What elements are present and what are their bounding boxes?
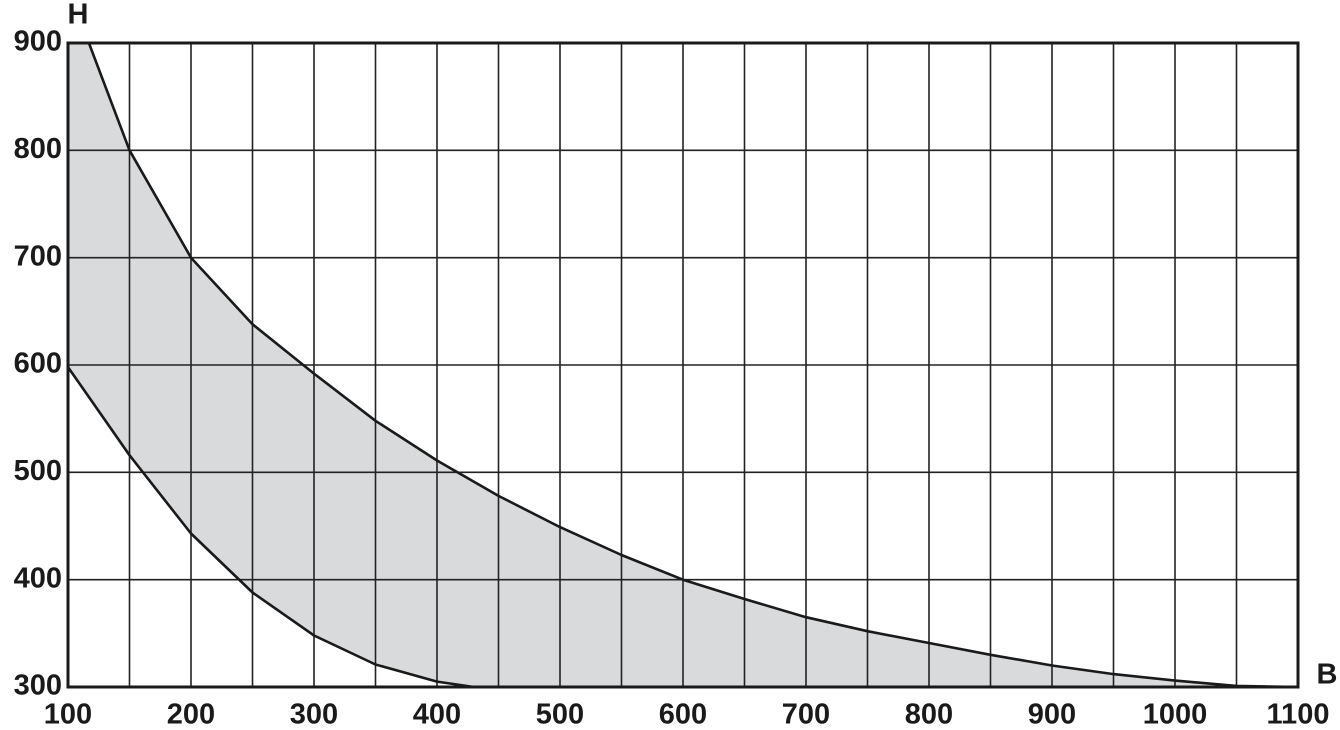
x-tick-label: 800 <box>905 699 953 730</box>
x-tick-label: 200 <box>167 699 215 730</box>
x-tick-label: 1100 <box>1267 699 1330 730</box>
x-tick-label: 500 <box>536 699 584 730</box>
y-tick-label: 500 <box>14 455 62 487</box>
plot-frame <box>66 41 1300 689</box>
y-tick-label: 900 <box>14 26 62 58</box>
band-clear <box>68 367 499 687</box>
x-tick-label: 300 <box>290 699 338 730</box>
x-tick-label: 100 <box>44 699 92 730</box>
x-tick-label: 1000 <box>1143 699 1208 730</box>
x-tick-label: 900 <box>1028 699 1076 730</box>
x-tick-label: 400 <box>413 699 461 730</box>
x-tick-label: 600 <box>659 699 707 730</box>
y-tick-label: 800 <box>14 133 62 165</box>
y-tick-label: 400 <box>14 562 62 594</box>
y-tick-label: 700 <box>14 240 62 272</box>
curve <box>66 366 499 689</box>
y-axis-label: H <box>68 0 89 31</box>
curve <box>87 42 1299 689</box>
y-tick-label: 600 <box>14 348 62 380</box>
x-axis-label: B <box>1317 659 1338 691</box>
x-tick-label: 700 <box>782 699 830 730</box>
y-tick-label: 300 <box>14 670 62 702</box>
